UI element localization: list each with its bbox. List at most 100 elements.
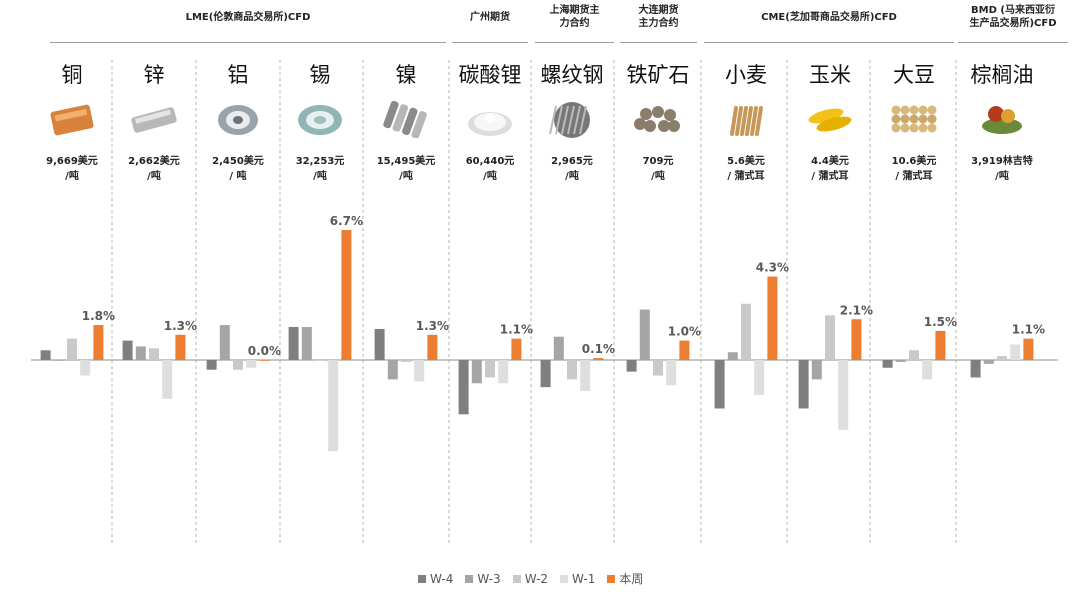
- data-label: 1.8%: [82, 309, 115, 323]
- palm-oil-icon: [976, 100, 1028, 142]
- bar-W-4: [206, 360, 217, 370]
- legend: W-4 W-3 W-2 W-1 本周: [418, 570, 643, 587]
- bar-W-2: [149, 348, 159, 360]
- bar-W-1: [838, 360, 849, 430]
- commodity-name: 小麦: [725, 63, 767, 87]
- commodity-name: 玉米: [809, 63, 851, 87]
- bar-本周: [93, 325, 104, 360]
- legend-item: 本周: [607, 570, 643, 587]
- bar-本周: [767, 276, 778, 360]
- commodity-price: 9,669美元 /吨: [46, 156, 98, 182]
- bar-W-1: [246, 360, 257, 368]
- bar-W-1: [922, 360, 933, 380]
- bar-本周: [851, 319, 862, 360]
- bar-W-1: [328, 360, 339, 452]
- group-rule-2: [535, 42, 614, 43]
- commodity-price: 709元 /吨: [642, 156, 674, 182]
- bar-W-2: [315, 360, 325, 361]
- data-label: 2.1%: [840, 303, 873, 317]
- bar-W-2: [653, 360, 663, 376]
- bar-W-3: [387, 360, 398, 380]
- bar-W-2: [401, 360, 411, 362]
- commodity-price: 2,450美元 / 吨: [212, 156, 264, 182]
- copper-icon: [46, 100, 98, 142]
- bar-W-3: [53, 360, 64, 361]
- legend-label: W-2: [524, 571, 549, 586]
- bar-本周: [935, 330, 946, 360]
- legend-item: W-2: [512, 571, 549, 586]
- bar-W-1: [162, 360, 173, 399]
- bar-W-2: [567, 360, 577, 380]
- bar-W-1: [754, 360, 765, 395]
- bar-W-4: [714, 360, 725, 409]
- wheat-icon: [720, 100, 772, 142]
- legend-swatch: [512, 574, 521, 583]
- bar-本周: [175, 334, 186, 360]
- data-label: 1.3%: [164, 319, 197, 333]
- bar-本周: [593, 358, 604, 360]
- group-header-2: 上海期货主 力合约: [549, 5, 600, 29]
- commodity-price: 5.6美元 / 蒲式耳: [727, 156, 765, 182]
- commodity-name: 锡: [309, 63, 331, 87]
- bar-W-4: [122, 340, 133, 360]
- commodity-name: 棕榈油: [970, 63, 1034, 87]
- bar-W-4: [970, 360, 981, 378]
- legend-swatch: [560, 574, 569, 583]
- group-header-3: 大连期货 主力合约: [638, 5, 679, 29]
- commodity-price: 2,965元 /吨: [551, 156, 593, 182]
- legend-label: W-1: [572, 571, 596, 586]
- bar-W-3: [553, 336, 564, 360]
- data-label: 0.0%: [248, 344, 281, 358]
- group-header-4: CME(芝加哥商品交易所)CFD: [761, 12, 897, 23]
- lithium-carbonate-icon: [464, 100, 516, 142]
- legend-label: 本周: [619, 572, 644, 586]
- commodity-name: 铁矿石: [626, 63, 690, 87]
- commodity-price: 3,919林吉特 /吨: [971, 156, 1033, 182]
- commodity-price: 2,662美元 /吨: [128, 156, 180, 182]
- nickel-icon: [380, 100, 432, 142]
- bar-W-4: [288, 327, 299, 360]
- data-label: 1.3%: [416, 319, 449, 333]
- bar-本周: [511, 338, 522, 360]
- bar-W-3: [811, 360, 822, 380]
- legend-item: W-3: [465, 572, 501, 586]
- bar-W-4: [40, 350, 51, 360]
- bar-本周: [679, 340, 690, 360]
- bar-W-3: [895, 360, 906, 362]
- bar-W-2: [741, 303, 751, 360]
- bar-W-1: [414, 360, 425, 382]
- bar-W-4: [626, 360, 637, 372]
- bar-W-4: [882, 360, 893, 368]
- bar-W-3: [983, 360, 994, 364]
- commodity-name: 碳酸锂: [458, 63, 522, 87]
- data-label: 1.5%: [924, 315, 957, 329]
- bar-W-3: [135, 346, 146, 360]
- bar-W-2: [825, 315, 835, 360]
- bar-W-3: [727, 352, 738, 360]
- commodity-name: 螺纹钢: [540, 63, 604, 87]
- data-label: 1.1%: [1012, 323, 1045, 337]
- bar-W-3: [301, 327, 312, 360]
- group-rule-4: [704, 42, 954, 43]
- bar-本周: [1023, 338, 1034, 360]
- group-header-5: BMD (马来西亚衍 生产品交易所)CFD: [969, 5, 1057, 29]
- commodity-name: 铜: [61, 63, 83, 87]
- data-label: 1.1%: [500, 323, 533, 337]
- group-header-0: LME(伦敦商品交易所)CFD: [185, 12, 311, 23]
- bar-W-4: [540, 360, 551, 388]
- commodity-price: 10.6美元 / 蒲式耳: [891, 156, 937, 182]
- bar-W-1: [1010, 344, 1021, 360]
- rebar-icon: [546, 100, 598, 142]
- tin-icon: [294, 100, 346, 142]
- commodity-name: 大豆: [893, 63, 935, 87]
- bar-W-3: [219, 325, 230, 360]
- bar-W-1: [666, 360, 677, 386]
- corn-icon: [804, 100, 856, 142]
- legend-swatch: [607, 574, 616, 583]
- zinc-icon: [128, 100, 180, 142]
- group-rule-1: [452, 42, 528, 43]
- data-label: 1.0%: [668, 325, 701, 339]
- commodity-price: 15,495美元 /吨: [376, 156, 436, 182]
- bar-W-2: [997, 356, 1007, 360]
- legend-swatch: [418, 574, 426, 583]
